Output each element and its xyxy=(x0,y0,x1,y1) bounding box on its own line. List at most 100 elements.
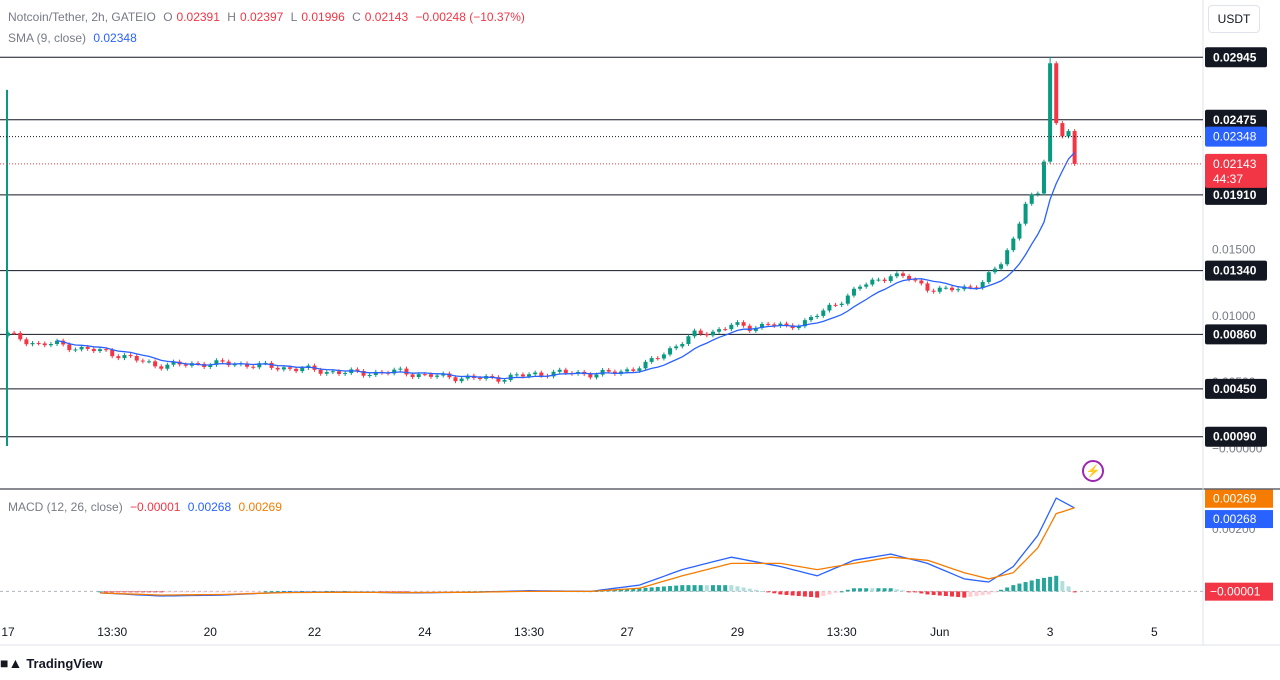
macd-histogram-bar xyxy=(759,590,764,592)
macd-histogram-bar xyxy=(232,591,237,593)
candle-body xyxy=(428,374,433,377)
macd-histogram-bar xyxy=(177,591,182,593)
candle-body xyxy=(809,317,814,321)
macd-histogram-bar xyxy=(189,591,194,593)
macd-histogram-bar xyxy=(165,591,170,593)
candle-body xyxy=(478,377,483,379)
macd-histogram-bar xyxy=(625,589,630,592)
currency-button[interactable]: USDT xyxy=(1208,5,1260,33)
macd-histogram-bar xyxy=(97,591,102,593)
macd-histogram-bar xyxy=(680,585,685,592)
candle-body xyxy=(1005,250,1010,265)
candle-body xyxy=(1029,194,1034,204)
candle-body xyxy=(668,348,673,355)
candle-body xyxy=(490,376,495,378)
candle-body xyxy=(1060,123,1065,137)
low-label: L xyxy=(290,10,298,24)
macd-histogram-bar xyxy=(858,588,863,592)
macd-histogram-bar xyxy=(717,585,722,592)
macd-histogram-bar xyxy=(992,591,997,593)
sma-line xyxy=(56,151,1076,380)
macd-histogram-bar xyxy=(790,591,795,596)
candle-body xyxy=(943,287,948,289)
candle-body xyxy=(355,369,360,371)
candle-body xyxy=(661,354,666,359)
candle-body xyxy=(986,272,991,283)
macd-histogram-bar xyxy=(245,591,250,593)
macd-histogram-bar xyxy=(1017,583,1022,592)
time-tick-label: 27 xyxy=(620,625,634,639)
candle-body xyxy=(398,368,403,370)
macd-histogram-bar xyxy=(882,588,887,592)
candle-body xyxy=(496,377,501,382)
candle-body xyxy=(674,346,679,349)
macd-histogram-bar xyxy=(741,587,746,592)
macd-histogram-bar xyxy=(710,585,715,592)
candle-body xyxy=(1048,63,1053,162)
candle-body xyxy=(79,346,84,350)
candle-body xyxy=(42,343,47,346)
sma-label[interactable]: SMA (9, close) xyxy=(8,31,87,45)
macd-histogram-bar xyxy=(809,591,814,598)
candle-body xyxy=(214,360,219,365)
macd-histogram-bar xyxy=(913,591,918,593)
candle-body xyxy=(171,361,176,365)
symbol-title[interactable]: Notcoin/Tether, 2h, GATEIO xyxy=(8,10,156,24)
candle-body xyxy=(606,369,611,372)
macd-histogram-bar xyxy=(226,591,231,593)
macd-legend: MACD (12, 26, close) −0.00001 0.00268 0.… xyxy=(8,500,286,514)
macd-histogram-bar xyxy=(128,591,133,593)
low-value: 0.01996 xyxy=(301,10,345,24)
candle-body xyxy=(1017,223,1022,239)
macd-histogram-bar xyxy=(833,591,838,593)
macd-histogram-bar xyxy=(202,591,207,593)
macd-histogram-bar xyxy=(1048,576,1053,592)
macd-histogram-bar xyxy=(122,591,127,593)
candle-body xyxy=(91,348,96,352)
candle-body xyxy=(643,361,648,369)
candle-body xyxy=(1035,193,1040,195)
macd-histogram-bar xyxy=(753,589,758,592)
high-value: 0.02397 xyxy=(239,10,284,24)
macd-histogram-bar xyxy=(1035,578,1040,592)
macd-label[interactable]: MACD (12, 26, close) xyxy=(8,500,123,514)
macd-histogram-bar xyxy=(821,591,826,597)
candle-body xyxy=(232,364,237,366)
candle-body xyxy=(410,374,415,377)
macd-histogram-bar xyxy=(888,588,893,592)
tradingview-logo[interactable]: ■▲ TradingView xyxy=(0,655,103,671)
candle-body xyxy=(1041,161,1046,194)
candle-body xyxy=(557,369,562,372)
macd-histogram-bar xyxy=(900,590,905,592)
candle-body xyxy=(968,286,973,288)
candle-body xyxy=(925,283,930,291)
candle-body xyxy=(373,371,378,375)
macd-histogram-bar xyxy=(925,591,930,595)
macd-histogram-bar xyxy=(668,586,673,592)
candle-body xyxy=(257,363,262,368)
candle-body xyxy=(900,273,905,276)
macd-histogram-bar xyxy=(674,585,679,592)
macd-histogram-bar xyxy=(404,591,409,593)
flash-icon[interactable]: ⚡ xyxy=(1082,460,1104,482)
macd-histogram-bar xyxy=(196,591,201,593)
macd-histogram-bar xyxy=(1029,580,1034,592)
macd-histogram-bar xyxy=(937,591,942,596)
candle-body xyxy=(330,371,335,373)
macd-histogram-bar xyxy=(876,588,881,592)
candle-body xyxy=(950,287,955,291)
candle-body xyxy=(55,340,60,345)
candle-body xyxy=(937,287,942,292)
candle-body xyxy=(1011,238,1016,251)
tv-brand-text: TradingView xyxy=(26,655,103,671)
candle-body xyxy=(48,344,53,346)
candle-body xyxy=(815,315,820,318)
macd-histogram-bar xyxy=(208,591,213,593)
candle-body xyxy=(919,280,924,284)
macd-histogram-bar xyxy=(747,588,752,592)
macd-histogram-bar xyxy=(275,591,280,593)
macd-histogram-bar xyxy=(962,591,967,598)
candle-body xyxy=(251,366,256,368)
